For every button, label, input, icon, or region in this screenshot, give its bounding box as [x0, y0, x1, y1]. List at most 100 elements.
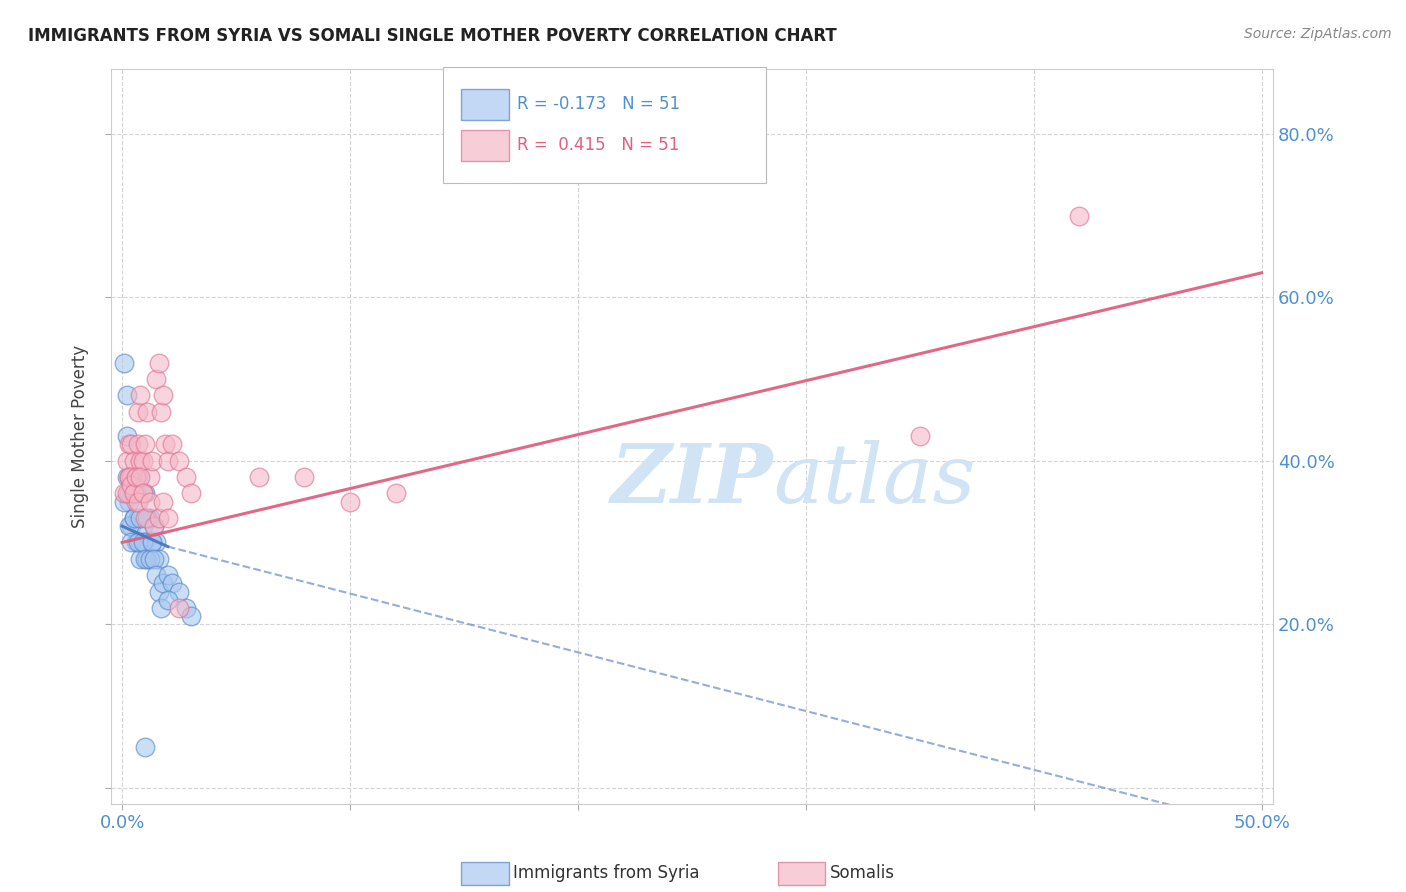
Point [118, 437, 141, 451]
Point [143, 519, 166, 533]
Point [122, 486, 145, 500]
Point [127, 511, 149, 525]
Point [134, 511, 156, 525]
Point [167, 600, 190, 615]
Point [167, 454, 190, 468]
Point [114, 356, 136, 370]
Point [125, 470, 148, 484]
Point [118, 470, 141, 484]
Text: ZIP: ZIP [610, 441, 773, 520]
Point [149, 405, 172, 419]
Point [141, 535, 163, 549]
Point [131, 486, 153, 500]
Point [148, 584, 170, 599]
Point [118, 494, 141, 508]
Point [131, 486, 153, 500]
Point [136, 511, 159, 525]
Point [120, 486, 142, 500]
Point [174, 600, 197, 615]
Point [136, 551, 159, 566]
Text: R = -0.173   N = 51: R = -0.173 N = 51 [517, 95, 681, 113]
Point [122, 511, 145, 525]
Point [127, 494, 149, 508]
Y-axis label: Single Mother Poverty: Single Mother Poverty [72, 344, 89, 528]
Point [115, 454, 138, 468]
Point [125, 486, 148, 500]
Point [129, 454, 152, 468]
Point [120, 519, 142, 533]
Point [129, 470, 152, 484]
Point [294, 470, 316, 484]
Point [118, 519, 141, 533]
Point [120, 437, 142, 451]
Point [131, 454, 153, 468]
Point [125, 535, 148, 549]
Point [143, 519, 166, 533]
Point [138, 470, 160, 484]
Point [141, 535, 163, 549]
Point [134, 535, 156, 549]
Point [145, 535, 167, 549]
Point [131, 486, 153, 500]
Point [156, 511, 179, 525]
Point [122, 486, 145, 500]
Text: Somalis: Somalis [830, 864, 894, 882]
Point [114, 486, 136, 500]
Point [131, 535, 153, 549]
Point [118, 470, 141, 484]
Point [122, 511, 145, 525]
Point [114, 494, 136, 508]
Point [908, 429, 931, 443]
Point [152, 388, 174, 402]
Point [120, 535, 142, 549]
Point [120, 470, 142, 484]
Point [120, 478, 142, 492]
Point [134, 739, 156, 754]
Point [134, 486, 156, 500]
Point [155, 437, 177, 451]
Point [131, 519, 153, 533]
Point [118, 470, 141, 484]
Point [134, 437, 156, 451]
Point [152, 576, 174, 591]
Point [125, 494, 148, 508]
Point [339, 494, 361, 508]
Point [148, 356, 170, 370]
Point [156, 592, 179, 607]
Point [122, 454, 145, 468]
Point [115, 429, 138, 443]
Point [138, 494, 160, 508]
Point [180, 609, 202, 624]
Point [384, 486, 406, 500]
Point [162, 437, 184, 451]
Point [138, 511, 160, 525]
Point [127, 437, 149, 451]
Point [129, 551, 152, 566]
Point [129, 388, 152, 402]
Point [149, 600, 172, 615]
Point [145, 568, 167, 582]
Text: Source: ZipAtlas.com: Source: ZipAtlas.com [1244, 27, 1392, 41]
Text: R =  0.415   N = 51: R = 0.415 N = 51 [517, 136, 679, 154]
Point [167, 584, 190, 599]
Point [115, 486, 138, 500]
Point [125, 470, 148, 484]
Point [115, 388, 138, 402]
Point [127, 405, 149, 419]
Point [129, 535, 152, 549]
Point [127, 470, 149, 484]
Point [127, 535, 149, 549]
Point [115, 470, 138, 484]
Point [134, 551, 156, 566]
Text: atlas: atlas [773, 441, 976, 520]
Point [138, 551, 160, 566]
Point [143, 551, 166, 566]
Text: IMMIGRANTS FROM SYRIA VS SOMALI SINGLE MOTHER POVERTY CORRELATION CHART: IMMIGRANTS FROM SYRIA VS SOMALI SINGLE M… [28, 27, 837, 45]
Point [136, 405, 159, 419]
Point [174, 470, 197, 484]
Point [122, 470, 145, 484]
Point [1069, 209, 1091, 223]
Point [141, 454, 163, 468]
Point [247, 470, 270, 484]
Point [125, 486, 148, 500]
